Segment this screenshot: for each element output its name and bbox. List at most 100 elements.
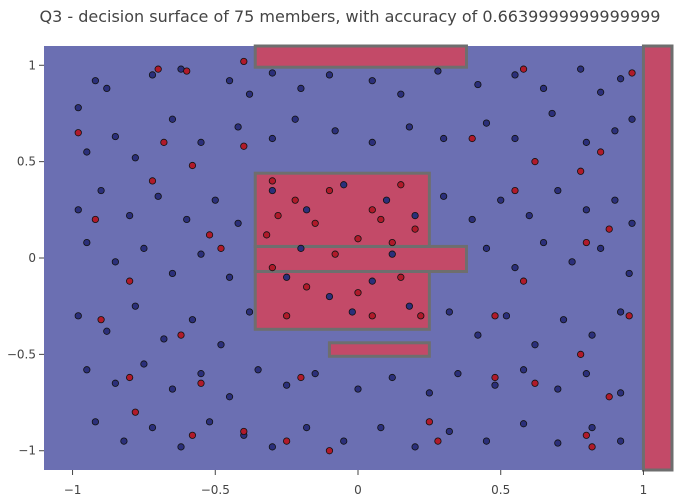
class-1-point: [582, 431, 590, 439]
class-0-point: [74, 104, 82, 112]
class-0-point: [325, 71, 334, 79]
class-0-point: [502, 312, 511, 320]
class-0-point: [303, 206, 311, 214]
class-1-point: [74, 129, 82, 137]
class-1-point: [377, 215, 385, 224]
class-1-point: [605, 225, 613, 233]
class-1-region: [253, 244, 468, 273]
class-0-point: [625, 269, 633, 278]
class-0-point: [325, 292, 334, 301]
class-0-point: [348, 308, 356, 316]
class-1-point: [605, 393, 613, 401]
class-0-point: [331, 127, 339, 135]
class-1-point: [91, 215, 99, 224]
class-1-point: [397, 273, 405, 281]
class-1-point: [131, 408, 139, 416]
class-0-point: [126, 212, 134, 220]
class-0-point: [197, 250, 205, 258]
class-0-point: [297, 84, 305, 93]
class-0-point: [168, 269, 177, 278]
class-1-point: [291, 196, 299, 204]
class-0-point: [454, 370, 462, 378]
class-0-point: [197, 138, 205, 146]
class-1-point: [588, 443, 596, 451]
class-0-point: [388, 373, 396, 382]
class-1-point: [625, 312, 633, 320]
class-1-point: [240, 427, 248, 436]
class-1-point: [325, 186, 334, 195]
class-0-point: [411, 212, 419, 220]
class-1-point: [188, 161, 197, 170]
chart-title: Q3 - decision surface of 75 members, wit…: [40, 7, 661, 26]
class-0-point: [539, 238, 548, 247]
class-1-point: [417, 312, 425, 320]
x-tick-label: 1: [640, 483, 648, 497]
class-0-point: [368, 277, 376, 285]
class-0-point: [425, 389, 433, 397]
class-1-point: [388, 238, 396, 247]
class-0-point: [211, 196, 219, 204]
class-0-point: [225, 77, 234, 85]
class-0-point: [397, 90, 405, 98]
class-0-point: [188, 316, 197, 324]
class-0-point: [582, 206, 590, 214]
class-0-point: [525, 212, 533, 220]
class-0-point: [197, 370, 205, 378]
class-0-point: [120, 437, 128, 445]
class-1-point: [217, 244, 225, 252]
class-0-point: [83, 366, 91, 374]
class-0-point: [440, 134, 448, 143]
class-0-point: [148, 71, 157, 79]
class-1-point: [197, 379, 205, 387]
class-1-point: [283, 312, 291, 320]
class-1-point: [628, 69, 636, 77]
y-tick-label: 0.5: [17, 155, 36, 169]
class-0-point: [482, 437, 491, 445]
class-0-point: [474, 331, 482, 339]
class-0-point: [303, 423, 311, 432]
class-0-point: [368, 77, 376, 85]
class-1-region: [327, 341, 431, 358]
class-1-point: [519, 65, 528, 73]
x-tick-label: 0: [354, 483, 362, 497]
class-0-point: [268, 186, 276, 195]
class-0-point: [340, 437, 348, 445]
class-0-point: [225, 273, 234, 281]
class-0-point: [577, 65, 585, 73]
class-0-point: [217, 341, 225, 349]
class-0-point: [511, 134, 519, 143]
class-0-point: [245, 308, 254, 316]
class-0-point: [511, 71, 519, 79]
class-0-point: [531, 341, 539, 349]
class-1-point: [397, 181, 405, 189]
class-1-point: [183, 67, 191, 75]
class-0-point: [539, 84, 548, 93]
class-1-point: [425, 418, 433, 426]
class-1-point: [511, 186, 519, 195]
class-0-point: [588, 331, 596, 339]
class-0-point: [611, 196, 619, 204]
class-0-point: [311, 370, 319, 378]
class-0-point: [559, 316, 568, 324]
class-1-point: [368, 206, 376, 214]
class-1-point: [205, 231, 214, 239]
class-0-point: [617, 437, 625, 445]
class-0-point: [83, 148, 91, 156]
class-0-point: [140, 244, 148, 252]
class-0-point: [588, 423, 596, 432]
class-0-point: [491, 381, 499, 389]
class-0-point: [377, 423, 385, 432]
class-0-point: [445, 308, 453, 316]
class-0-point: [482, 244, 491, 252]
class-0-point: [103, 84, 111, 93]
class-0-point: [340, 181, 348, 189]
class-1-point: [240, 57, 248, 66]
class-0-point: [554, 186, 562, 195]
class-0-point: [154, 192, 162, 200]
class-1-point: [126, 277, 134, 285]
class-1-point: [240, 142, 248, 150]
class-0-point: [554, 385, 562, 393]
y-tick-label: −0.5: [7, 347, 36, 361]
class-0-point: [548, 109, 556, 118]
class-1-point: [331, 250, 339, 258]
